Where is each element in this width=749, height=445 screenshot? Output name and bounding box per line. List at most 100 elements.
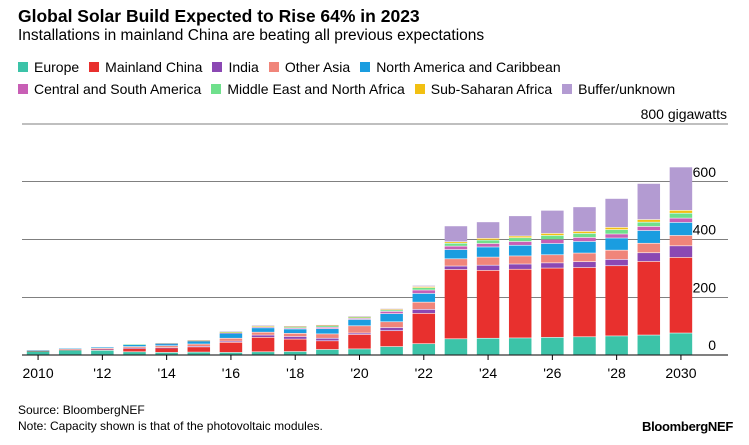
- bar-segment: [637, 219, 661, 222]
- y-unit-label: 800 gigawatts: [641, 106, 727, 122]
- bar-segment: [508, 338, 532, 355]
- bar-segment: [508, 236, 532, 238]
- bar-segment: [316, 329, 339, 334]
- bar-segment: [412, 286, 436, 288]
- bar-segment: [605, 266, 628, 336]
- bar-segment: [541, 255, 564, 263]
- bar-segment: [444, 246, 468, 250]
- bar-segment: [637, 230, 661, 243]
- bar-segment: [444, 259, 468, 266]
- capacity-note: Note: Capacity shown is that of the phot…: [18, 419, 323, 433]
- bar-segment: [541, 210, 564, 234]
- bar-segment: [444, 242, 468, 243]
- bar-segment: [251, 337, 275, 352]
- bar-segment: [316, 341, 339, 350]
- bar-segment: [283, 333, 307, 337]
- bar-segment: [637, 253, 661, 262]
- legend-item: Buffer/unknown: [562, 81, 675, 97]
- bar-segment: [669, 257, 693, 333]
- x-tick-label: '22: [415, 365, 433, 381]
- bar-segment: [91, 347, 114, 348]
- bar-segment: [444, 249, 468, 259]
- bar-segment: [348, 326, 371, 333]
- bar-segment: [187, 341, 211, 344]
- bar-segment: [187, 344, 211, 347]
- bar-segment: [348, 349, 371, 355]
- bar-segment: [412, 290, 436, 294]
- legend-item: North America and Caribbean: [360, 59, 561, 75]
- bar-segment: [283, 351, 307, 355]
- bar-segment: [573, 241, 596, 253]
- bar-segment: [476, 243, 500, 247]
- legend-label: Europe: [34, 59, 80, 75]
- legend-swatch: [360, 62, 371, 72]
- bar-segment: [669, 167, 693, 211]
- bar-segment: [412, 344, 436, 355]
- bar-segment: [444, 269, 468, 339]
- bar-segment: [91, 350, 114, 355]
- bar-segment: [541, 243, 564, 255]
- bar-segment: [637, 261, 661, 335]
- bar-segment: [219, 341, 243, 342]
- bar-segment: [283, 339, 307, 352]
- x-tick-label: '18: [286, 365, 304, 381]
- bar-segment: [508, 238, 532, 242]
- bar-segment: [187, 347, 211, 352]
- bar-segment: [316, 327, 339, 329]
- bar-segment: [123, 344, 146, 347]
- chart-subtitle: Installations in mainland China are beat…: [18, 27, 485, 44]
- bar-segment: [605, 238, 628, 250]
- bar-segment: [476, 240, 500, 244]
- bar-segment: [316, 334, 339, 338]
- bar-segment: [380, 346, 403, 355]
- bar-segment: [605, 336, 628, 355]
- bar-segment: [541, 263, 564, 268]
- bar-segment: [412, 285, 436, 287]
- bar-segment: [380, 310, 403, 312]
- bar-segment: [123, 348, 146, 352]
- bar-segment: [348, 317, 371, 319]
- bar-segment: [380, 327, 403, 331]
- legend-label: Central and South America: [34, 81, 202, 97]
- bar-segment: [444, 226, 468, 242]
- x-tick-label: '20: [350, 365, 368, 381]
- bar-segment: [573, 267, 596, 337]
- chart-legend: Europe Mainland China India Other Asia North…: [18, 57, 738, 101]
- bar-segment: [669, 222, 693, 236]
- bar-segment: [219, 338, 243, 341]
- legend-swatch: [212, 62, 223, 72]
- bar-segment: [155, 346, 178, 348]
- bar-segment: [605, 259, 628, 266]
- bar-segment: [605, 198, 628, 228]
- brand-logo: BloombergNEF: [641, 419, 733, 434]
- y-tick-label: 600: [693, 164, 717, 180]
- bar-segment: [637, 226, 661, 231]
- bar-segment: [541, 233, 564, 236]
- bar-segment: [605, 250, 628, 260]
- bar-segment: [637, 243, 661, 253]
- bar-segment: [155, 352, 178, 355]
- bar-segment: [573, 231, 596, 234]
- bar-segment: [508, 264, 532, 269]
- bar-segment: [380, 322, 403, 328]
- legend-item: Middle East and North Africa: [211, 81, 405, 97]
- legend-label: Buffer/unknown: [578, 81, 676, 97]
- bar-segment: [476, 270, 500, 338]
- bar-segment: [541, 337, 564, 355]
- bar-segment: [669, 210, 693, 213]
- bar-segment: [348, 333, 371, 335]
- y-tick-label: 0: [708, 337, 716, 353]
- bar-segment: [219, 352, 243, 355]
- legend-label: Middle East and North Africa: [227, 81, 405, 97]
- legend-swatch: [89, 62, 100, 72]
- bar-segment: [251, 328, 275, 332]
- legend-swatch: [18, 62, 28, 72]
- x-tick-label: 2030: [665, 365, 696, 381]
- y-tick-label: 200: [693, 279, 717, 295]
- bar-segment: [380, 331, 403, 347]
- bar-segment: [508, 216, 532, 236]
- legend-item: Sub-Saharan Africa: [414, 81, 552, 97]
- bar-segment: [669, 218, 693, 223]
- bar-segment: [573, 233, 596, 238]
